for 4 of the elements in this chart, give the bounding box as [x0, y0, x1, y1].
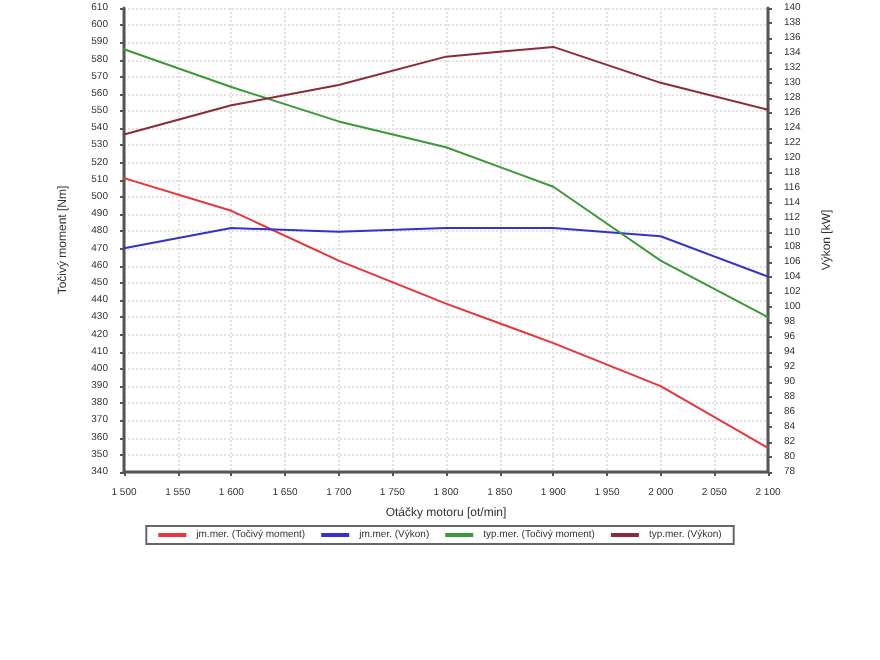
line-series: [123, 45, 769, 136]
line-series: [123, 227, 769, 278]
line-series: [123, 48, 769, 319]
line-series: [123, 177, 769, 449]
